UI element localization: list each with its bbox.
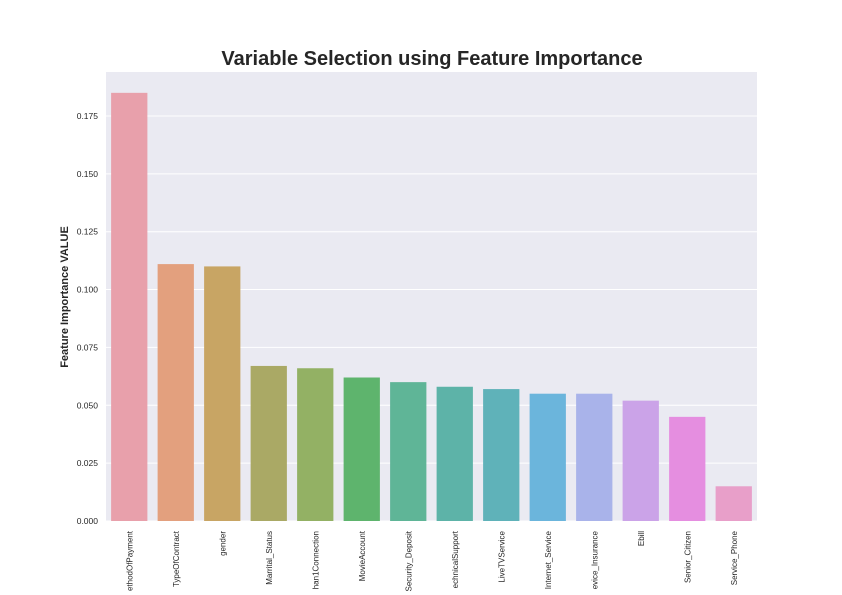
x-tick-label: Senior_Citizen <box>683 531 692 583</box>
x-tick-label: gender <box>218 531 227 556</box>
x-tick-label: echnicalSupport <box>451 530 460 588</box>
bar-4 <box>297 368 334 521</box>
x-tick-label: Service_Phone <box>730 530 739 585</box>
bar-10 <box>576 393 613 521</box>
y-axis-label: Feature Importance VALUE <box>59 226 71 368</box>
x-tick-label: evice_Insurance <box>590 530 599 589</box>
bar-5 <box>343 377 380 521</box>
y-tick-label: 0.175 <box>77 111 99 121</box>
x-tick-label: MovieAccount <box>358 530 367 581</box>
bar-2 <box>204 266 241 521</box>
x-tick-label: ethodOfPayment <box>125 530 134 591</box>
chart-title: Variable Selection using Feature Importa… <box>221 48 642 70</box>
x-tick-labels: ethodOfPayment TypeOfContract gender Marrit… <box>125 530 739 591</box>
x-tick-label: TypeOfContract <box>172 530 181 587</box>
x-tick-label: han1Connection <box>311 531 320 589</box>
y-tick-label: 0.100 <box>77 285 99 295</box>
y-tick-label: 0.000 <box>77 516 99 526</box>
bar-6 <box>390 382 427 521</box>
y-tick-label: 0.025 <box>77 458 99 468</box>
x-tick-label: Marrital_Status <box>265 531 274 585</box>
x-tick-label: Security_Deposit <box>404 530 413 591</box>
bar-7 <box>436 386 473 521</box>
bars <box>111 92 752 521</box>
x-tick-label: Internet_Service <box>544 530 553 589</box>
bar-12 <box>669 416 706 521</box>
bar-8 <box>483 389 520 521</box>
bar-9 <box>529 393 566 521</box>
y-tick-label: 0.075 <box>77 342 99 352</box>
x-tick-label: LiveTVService <box>497 530 506 582</box>
bar-11 <box>622 400 659 521</box>
y-tick-labels: 0.000 0.025 0.050 0.075 0.100 0.125 0.150 0.175 <box>77 111 99 526</box>
y-tick-label: 0.150 <box>77 169 99 179</box>
plot-area <box>106 72 757 521</box>
x-tick-label: Ebill <box>637 531 646 546</box>
y-tick-label: 0.125 <box>77 227 99 237</box>
y-tick-label: 0.050 <box>77 400 99 410</box>
bar-3 <box>250 365 287 521</box>
bar-0 <box>111 92 148 521</box>
bar-13 <box>715 486 752 521</box>
bar-1 <box>157 264 194 521</box>
